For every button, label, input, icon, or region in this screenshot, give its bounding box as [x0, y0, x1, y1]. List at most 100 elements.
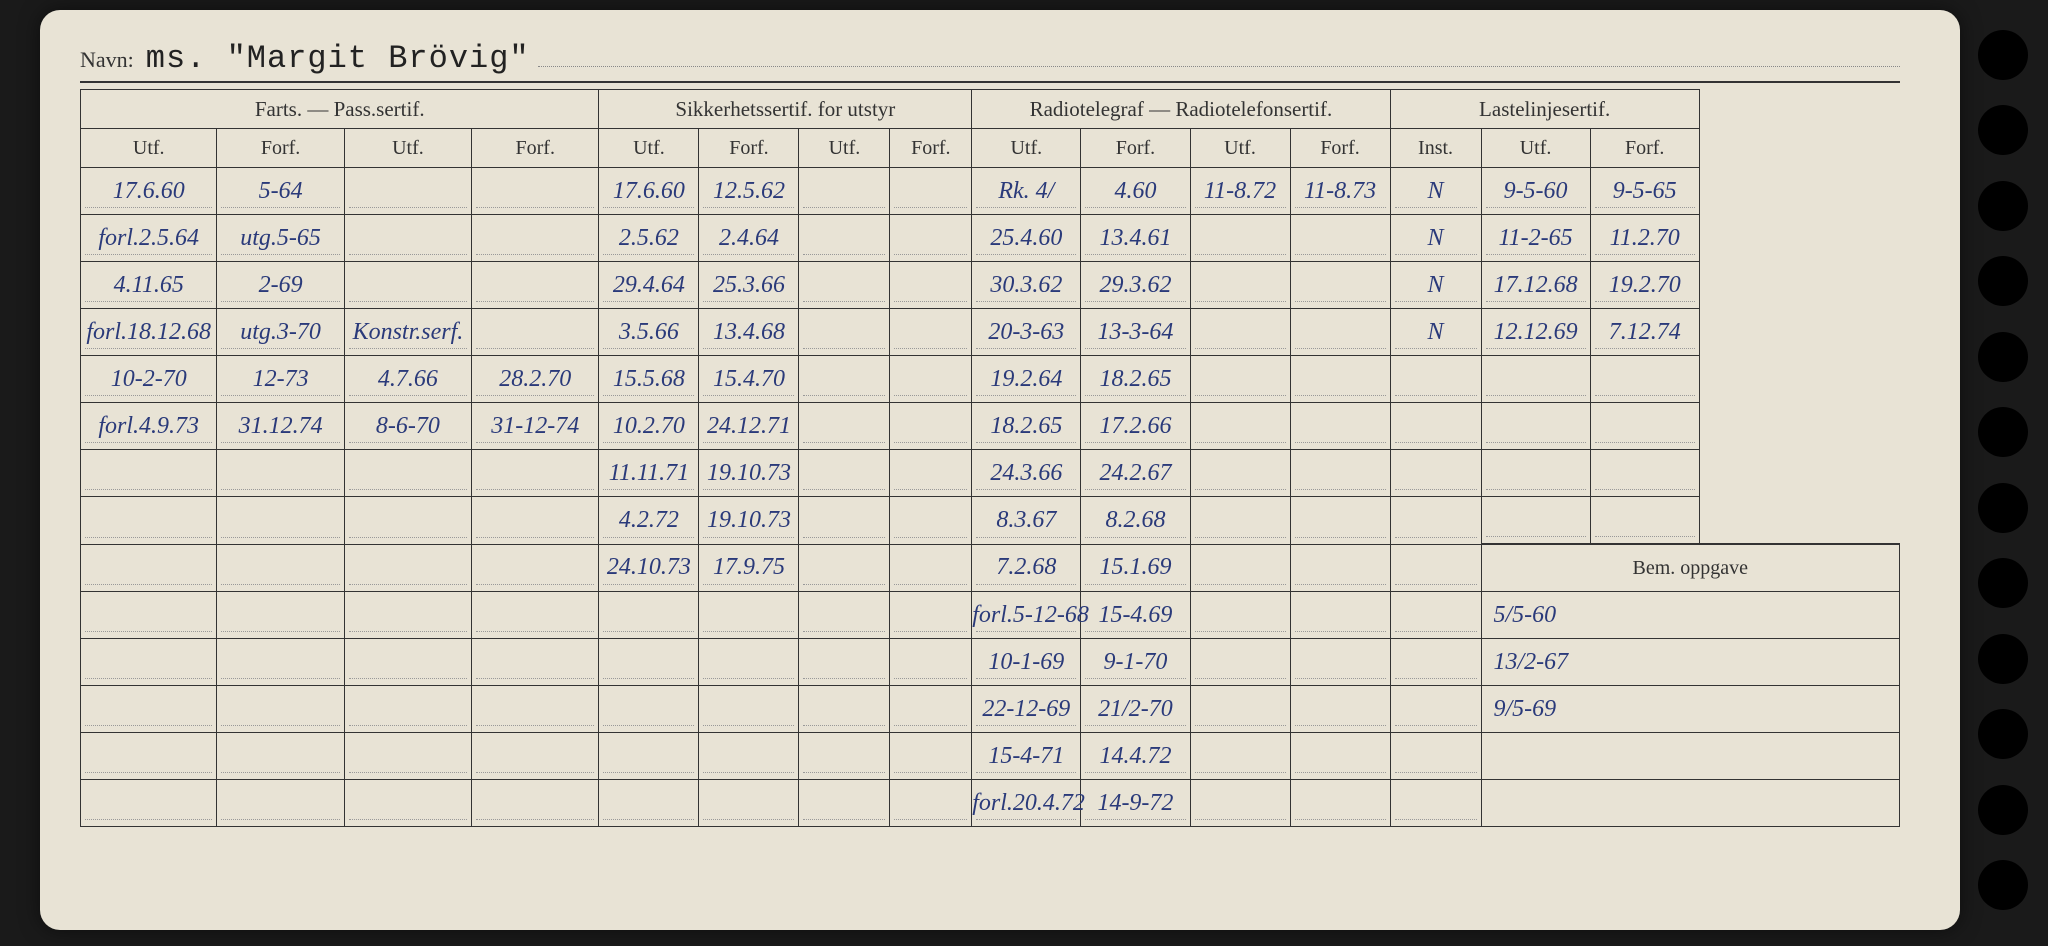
- table-cell: 7.2.68: [972, 544, 1081, 592]
- table-cell: 29.3.62: [1081, 262, 1190, 309]
- hdr-farts: Farts. — Pass.sertif.: [81, 90, 599, 129]
- table-cell: 8.3.67: [972, 497, 1081, 545]
- table-cell: [1290, 403, 1390, 450]
- table-cell: [1290, 544, 1390, 592]
- table-cell: [81, 733, 217, 780]
- table-cell: [890, 544, 972, 592]
- table-cell: 12.5.62: [699, 168, 799, 215]
- sub-forf: Forf.: [1290, 129, 1390, 168]
- table-row: forl.4.9.7331.12.748-6-7031-12-7410.2.70…: [81, 403, 1900, 450]
- table-cell: [1481, 497, 1590, 545]
- table-cell: [1390, 497, 1481, 545]
- sub-forf: Forf.: [699, 129, 799, 168]
- table-cell: 24.12.71: [699, 403, 799, 450]
- table-cell: [699, 639, 799, 686]
- table-cell: [81, 544, 217, 592]
- handwritten-value: 8.2.68: [1105, 507, 1165, 533]
- table-cell: [81, 497, 217, 545]
- table-cell: [344, 497, 471, 545]
- table-cell: forl.20.4.72: [972, 780, 1081, 827]
- table-cell: 17.6.60: [81, 168, 217, 215]
- handwritten-value: 13.4.68: [713, 319, 785, 345]
- table-cell: 4.11.65: [81, 262, 217, 309]
- handwritten-value: forl.20.4.72: [972, 790, 1085, 816]
- table-cell: 4.7.66: [344, 356, 471, 403]
- table-cell: [472, 450, 599, 497]
- table-row: 15-4-7114.4.72: [81, 733, 1900, 780]
- sub-forf: Forf.: [1081, 129, 1190, 168]
- table-cell: [1290, 639, 1390, 686]
- hole-icon: [1978, 256, 2028, 306]
- table-cell: 5-64: [217, 168, 344, 215]
- table-cell: [344, 450, 471, 497]
- handwritten-value: 15.4.70: [713, 366, 785, 392]
- table-cell: 17.6.60: [599, 168, 699, 215]
- name-row: Navn: ms. "Margit Brövig": [80, 40, 1900, 83]
- table-cell: 24.2.67: [1081, 450, 1190, 497]
- table-cell: [81, 592, 217, 639]
- handwritten-value: 29.3.62: [1099, 272, 1171, 298]
- handwritten-value: 17.6.60: [113, 178, 185, 204]
- handwritten-value: 4.60: [1114, 178, 1156, 204]
- table-cell: [1390, 780, 1481, 827]
- handwritten-value: 31.12.74: [239, 413, 323, 439]
- table-cell: forl.2.5.64: [81, 215, 217, 262]
- handwritten-value: Konstr.serf.: [353, 319, 464, 345]
- table-cell: [217, 592, 344, 639]
- table-row: 4.2.7219.10.738.3.678.2.68: [81, 497, 1900, 545]
- table-cell: [890, 639, 972, 686]
- table-cell: Konstr.serf.: [344, 309, 471, 356]
- table-cell: 29.4.64: [599, 262, 699, 309]
- table-cell: 15.4.70: [699, 356, 799, 403]
- handwritten-value: N: [1428, 225, 1444, 251]
- table-cell: [799, 686, 890, 733]
- table-cell: [799, 639, 890, 686]
- table-cell: [799, 168, 890, 215]
- table-cell: 10-1-69: [972, 639, 1081, 686]
- table-cell: [1290, 215, 1390, 262]
- handwritten-value: 9-5-60: [1504, 178, 1568, 204]
- handwritten-value: 17.9.75: [713, 554, 785, 580]
- table-cell: [217, 639, 344, 686]
- table-cell: [81, 686, 217, 733]
- sub-utf: Utf.: [972, 129, 1081, 168]
- handwritten-value: 10-2-70: [111, 366, 187, 392]
- table-cell: 19.10.73: [699, 450, 799, 497]
- table-cell: 25.4.60: [972, 215, 1081, 262]
- handwritten-value: 4.7.66: [378, 366, 438, 392]
- handwritten-value: 24.2.67: [1099, 460, 1171, 486]
- table-row: 10-1-699-1-7013/2-67: [81, 639, 1900, 686]
- table-cell: [890, 686, 972, 733]
- handwritten-value: 9-1-70: [1103, 649, 1167, 675]
- handwritten-value: 21/2-70: [1098, 696, 1173, 722]
- table-cell: utg.5-65: [217, 215, 344, 262]
- table-cell: [472, 592, 599, 639]
- handwritten-value: 11.11.71: [609, 460, 689, 486]
- header-group-row: Farts. — Pass.sertif. Sikkerhetssertif. …: [81, 90, 1900, 129]
- handwritten-value: 13-3-64: [1097, 319, 1173, 345]
- table-cell: [890, 450, 972, 497]
- table-cell: [890, 262, 972, 309]
- handwritten-value: forl.4.9.73: [98, 413, 199, 439]
- table-cell: forl.5-12-68: [972, 592, 1081, 639]
- handwritten-value: 17.12.68: [1494, 272, 1578, 298]
- table-cell: 18.2.65: [972, 403, 1081, 450]
- table-cell: [1390, 686, 1481, 733]
- table-cell: [799, 215, 890, 262]
- handwritten-value: 29.4.64: [613, 272, 685, 298]
- table-cell: 17.9.75: [699, 544, 799, 592]
- handwritten-value: 13.4.61: [1099, 225, 1171, 251]
- table-cell: [344, 592, 471, 639]
- table-cell: 7.12.74: [1590, 309, 1699, 356]
- table-row: 11.11.7119.10.7324.3.6624.2.67: [81, 450, 1900, 497]
- table-cell: [1190, 733, 1290, 780]
- handwritten-value: forl.2.5.64: [98, 225, 199, 251]
- sub-utf: Utf.: [344, 129, 471, 168]
- handwritten-value: forl.18.12.68: [86, 319, 211, 345]
- table-row: 22-12-6921/2-709/5-69: [81, 686, 1900, 733]
- handwritten-value: N: [1428, 178, 1444, 204]
- table-cell: [1290, 686, 1390, 733]
- table-row: forl.2.5.64utg.5-652.5.622.4.6425.4.6013…: [81, 215, 1900, 262]
- table-cell: [1481, 403, 1590, 450]
- table-cell: [799, 262, 890, 309]
